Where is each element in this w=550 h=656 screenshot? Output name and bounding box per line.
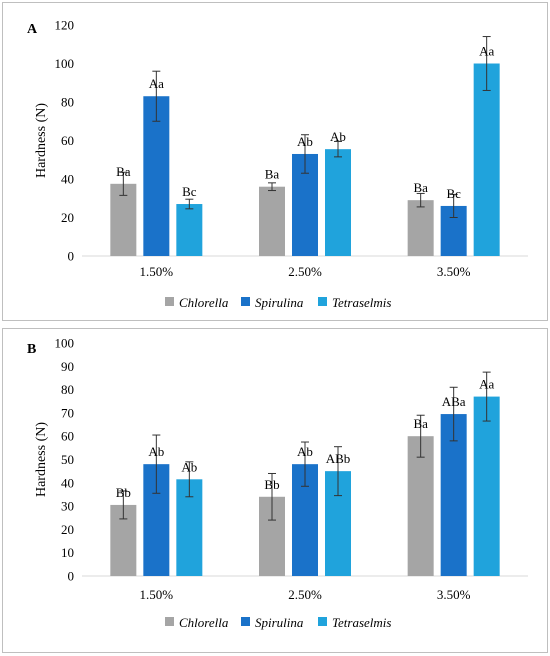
y-tick-label: 30 xyxy=(61,499,74,514)
data-label: Bb xyxy=(264,477,279,492)
category-label: 1.50% xyxy=(140,264,174,279)
y-tick-label: 120 xyxy=(55,18,75,33)
legend-label: Spirulina xyxy=(255,295,304,310)
y-tick-label: 50 xyxy=(61,452,74,467)
category-label: 3.50% xyxy=(437,264,471,279)
y-tick-label: 40 xyxy=(61,475,74,490)
legend-swatch xyxy=(241,617,250,626)
bar-tetraselmis xyxy=(473,63,500,256)
data-label: Ab xyxy=(297,134,313,149)
data-label: Ab xyxy=(148,444,164,459)
panel-label: B xyxy=(27,342,36,357)
bar-tetraselmis xyxy=(325,149,351,256)
y-tick-label: 60 xyxy=(61,429,74,444)
panel-b: B Hardness (N) 0 10 20 30 40 50 60 70 80 90 100 1.50%… xyxy=(2,328,548,653)
data-label: Aa xyxy=(479,377,494,392)
y-tick-label: 80 xyxy=(61,382,74,397)
panel-a: A Hardness (N) 0 20 40 60 80 100 120 1.50% Ba Aa Bc 2… xyxy=(2,2,548,321)
category-label: 3.50% xyxy=(437,587,471,602)
data-label: Ba xyxy=(413,416,428,431)
bar-tetraselmis xyxy=(473,396,500,576)
y-tick-label: 90 xyxy=(61,359,74,374)
data-label: Ab xyxy=(330,129,346,144)
y-tick-label: 80 xyxy=(61,95,74,110)
legend-swatch xyxy=(318,297,327,306)
legend-label: Tetraselmis xyxy=(332,295,391,310)
y-tick-label: 20 xyxy=(61,210,74,225)
legend-swatch xyxy=(165,297,174,306)
category-label: 1.50% xyxy=(140,587,174,602)
chart-b: B Hardness (N) 0 10 20 30 40 50 60 70 80 90 100 1.50%… xyxy=(27,336,528,630)
y-tick-label: 0 xyxy=(68,569,75,584)
y-tick-label: 70 xyxy=(61,405,74,420)
category-label: 2.50% xyxy=(288,587,322,602)
legend-label: Chlorella xyxy=(179,615,229,630)
bar-tetraselmis xyxy=(176,204,203,256)
y-tick-label: 40 xyxy=(61,172,74,187)
data-label: Ab xyxy=(181,459,197,474)
data-label: Ab xyxy=(297,444,313,459)
y-tick-label: 20 xyxy=(61,522,74,537)
category-label: 2.50% xyxy=(288,264,322,279)
y-tick-label: 100 xyxy=(55,56,75,71)
data-label: Ba xyxy=(413,180,428,195)
data-label: Ba xyxy=(265,167,280,182)
chart-a: A Hardness (N) 0 20 40 60 80 100 120 1.50% Ba Aa Bc 2… xyxy=(27,18,528,310)
legend-swatch xyxy=(318,617,327,626)
bar-chlorella xyxy=(407,200,434,256)
panel-label: A xyxy=(27,22,38,37)
legend-label: Chlorella xyxy=(179,295,229,310)
y-tick-label: 60 xyxy=(61,133,74,148)
data-label: Bc xyxy=(182,184,197,199)
data-label: ABb xyxy=(326,451,351,466)
y-axis-label: Hardness (N) xyxy=(34,422,49,497)
legend-swatch xyxy=(241,297,250,306)
data-label: Bb xyxy=(116,485,131,500)
bar-chlorella xyxy=(407,436,434,576)
legend-label: Tetraselmis xyxy=(332,615,391,630)
data-label: Aa xyxy=(149,76,164,91)
y-axis-label: Hardness (N) xyxy=(34,103,49,178)
data-label: Ba xyxy=(116,164,131,179)
y-tick-label: 0 xyxy=(68,249,75,264)
legend-label: Spirulina xyxy=(255,615,304,630)
y-tick-label: 100 xyxy=(55,336,75,351)
bar-spirulina xyxy=(143,96,170,256)
data-label: Aa xyxy=(479,44,494,59)
y-tick-label: 10 xyxy=(61,545,74,560)
bar-chlorella xyxy=(259,186,285,256)
legend-swatch xyxy=(165,617,174,626)
data-label: Bc xyxy=(446,186,461,201)
data-label: ABa xyxy=(442,394,466,409)
